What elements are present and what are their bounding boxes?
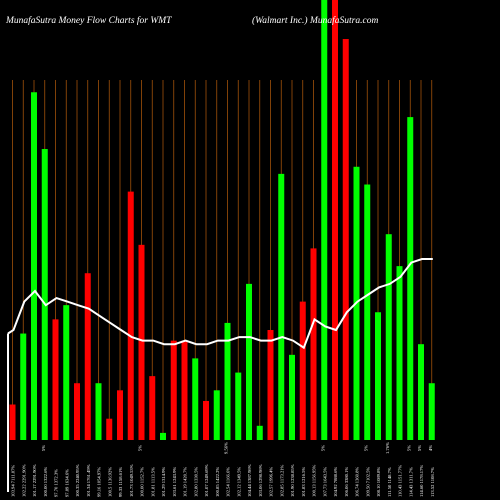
bar-11 [117,390,123,440]
bar-1 [9,404,16,440]
percent-marker: 5% [41,445,46,451]
percent-marker: 5% [417,445,422,451]
percent-marker: 9.56% [224,442,229,454]
bar-27 [289,354,295,440]
chart-title-right: (Walmart Inc.) MunafaSutra.com [252,15,378,26]
percent-marker: 5% [320,445,325,451]
x-tick-label: 106.74 1360.8% [355,467,360,497]
percent-markers: 5% 5% 9.56% 5% 5% 1.76% 5% 5% 4% [41,442,433,454]
x-tick-label: 114.43 1311.7% [408,467,413,497]
bar-21 [224,322,231,440]
x-tick-label: 107.73 1643.5% [322,467,327,497]
percent-marker: 4% [428,445,433,451]
x-tick-label: 100.00 1152.7% [140,467,145,497]
bar-35 [375,312,381,440]
bar-5 [52,319,59,440]
x-tick-label: 100.35 2240.95% [75,464,80,497]
x-tick-label: 101.81 1113.5% [150,467,155,497]
x-tick-label: 102.57 1996.4% [269,467,274,497]
x-tick-label: 108.10 1089.8% [376,467,381,497]
bar-13 [138,244,145,440]
bar-24 [256,425,263,440]
bar-9 [95,383,102,440]
x-tick-label: 99.16 1054.97% [97,467,102,497]
bar-30 [321,0,328,440]
bar-8 [84,273,91,440]
percent-marker: 1.76% [385,442,390,454]
bar-20 [213,390,220,440]
x-tick-label: 102.54 1166.6% [226,467,231,497]
x-tick-label: 104.44 1387.98% [247,464,252,497]
bar-40 [428,383,435,440]
x-tick-label: 104.92 7888.6% [333,467,338,497]
bar-25 [267,330,274,440]
bar-10 [106,418,113,440]
x-tick-label: 101.17 2291.90% [32,464,37,497]
bar-17 [181,340,188,440]
money-flow-line [7,258,433,350]
bar-4 [41,149,48,440]
bar-3 [31,92,37,441]
bar-19 [203,400,209,440]
x-tick-label: 101.07 1249.69% [204,464,209,497]
x-tick-label: 100.13 1156.95% [312,464,317,497]
bar-31 [332,0,338,440]
x-tick-label: 102.22 2291.90% [21,464,26,497]
bar-34 [364,184,371,440]
bar-6 [63,305,70,440]
x-tick-label: 102.80 1330.5% [193,467,198,497]
x-tick-label: 97.70 1372.3% [54,469,59,497]
bar-15 [160,432,166,440]
x-tick-label: 102.85 1173.21% [279,464,284,497]
x-tick-label: 103.61 1243.9% [172,467,177,497]
x-tick-label: 114.60 1178.17% [419,465,424,497]
x-tick-label: 111.50 1148.7% [387,467,392,497]
x-tick-label: 97.89 1634.6% [64,469,69,497]
bar-29 [310,248,317,440]
x-tick-label: 100.5 1136.92% [107,467,112,497]
percent-marker: 5% [138,445,143,451]
percent-marker: 5% [406,445,411,451]
x-tick-label: 101.19 1420.7% [183,467,188,497]
bar-26 [278,173,285,440]
bar-39 [418,344,424,440]
bar-7 [74,383,80,440]
bar-37 [396,266,403,440]
money-flow-line-group [7,258,433,492]
bar-14 [149,376,156,440]
chart-title-left: MunafaSutra Money Flow Charts for WMT [5,15,172,26]
bar-18 [192,358,199,440]
bar-36 [385,234,392,440]
bar-16 [170,340,177,440]
bar-22 [235,372,242,440]
percent-marker: 5% [363,445,368,451]
x-tick-label: 101.73 1049.53% [129,464,134,497]
bar-23 [246,283,252,440]
x-axis-labels: 103.94 7111.87% 102.22 2291.90% 101.17 229… [11,464,435,497]
x-tick-label: 100.00 1322.6% [43,467,48,497]
bar-2 [20,333,27,440]
x-tick-label: 99.33 1158.61% [118,467,123,497]
x-tick-label: 103.06 1298.98% [258,464,263,497]
x-tick-label: 109.50 7102.5% [365,467,370,497]
x-tick-label: 113.52 1108.7% [430,467,435,497]
bar-12 [127,191,134,440]
x-tick-label: 110.43 1151.77% [398,465,403,497]
x-tick-label: 100.85 1422.2% [215,467,220,497]
x-tick-label: 101.90 1238.85% [290,464,295,497]
x-tick-label: 103.94 7111.87% [11,465,16,497]
x-tick-label: 106.06 3380.1% [344,467,349,497]
x-tick-label: 101.83 1216.5% [301,467,306,497]
bar-38 [407,117,414,440]
x-tick-label: 101.29 1314.9% [161,467,166,497]
x-tick-label: 101.34 1761.49% [86,464,91,497]
bar-28 [299,301,306,440]
x-tick-label: 102.12 1349.5% [236,467,241,497]
bar-32 [342,39,349,440]
